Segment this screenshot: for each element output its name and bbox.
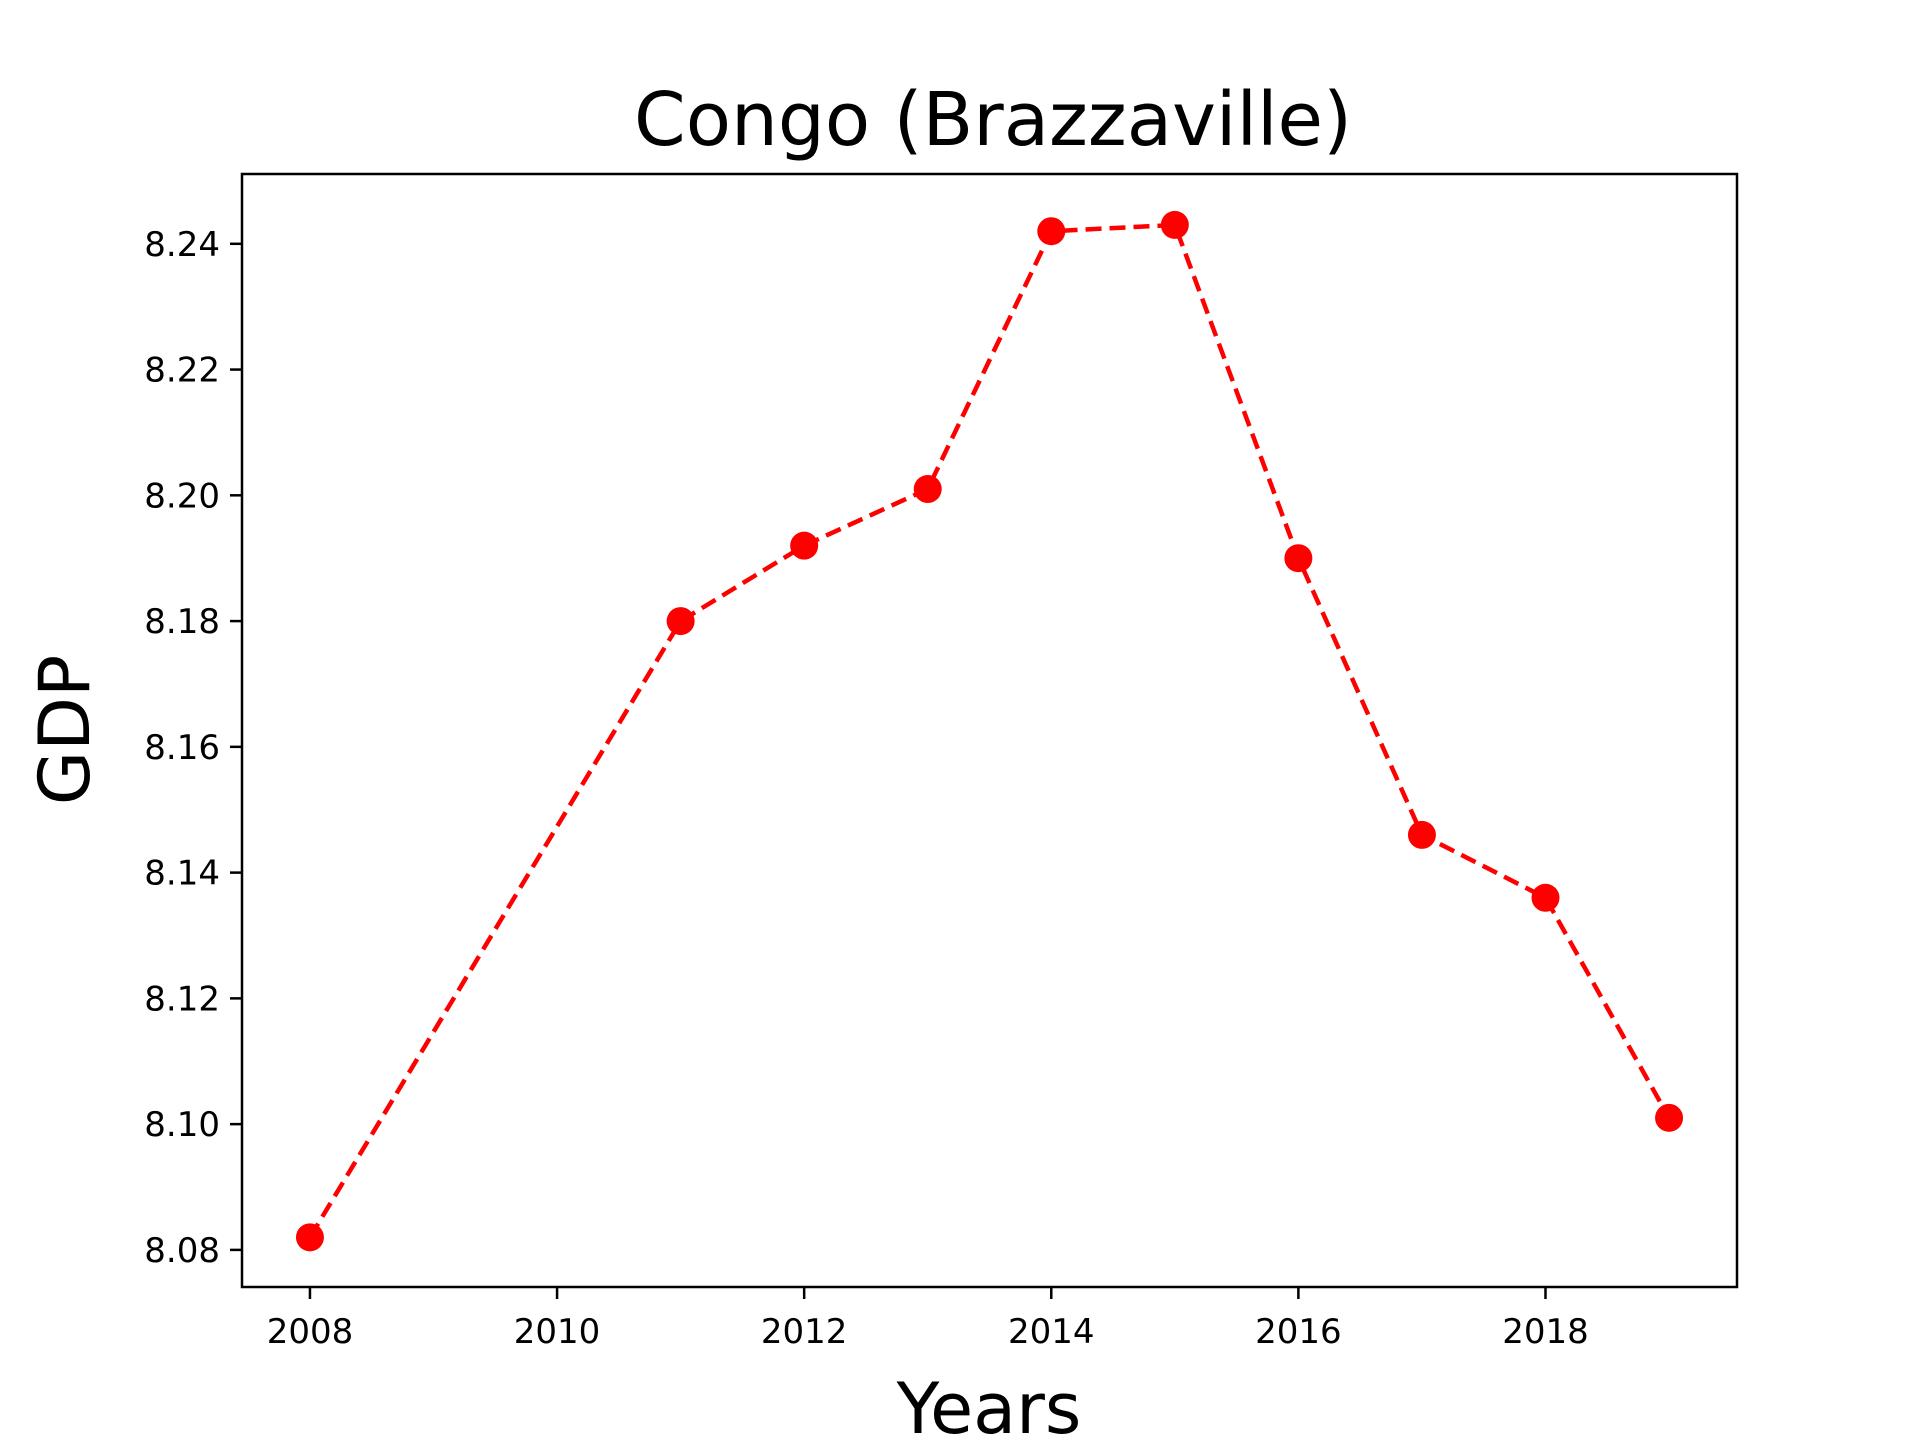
data-point <box>295 1223 324 1252</box>
y-tick-label: 8.20 <box>144 476 220 516</box>
x-tick-label: 2014 <box>1008 1312 1095 1352</box>
y-axis: 8.08 8.10 8.12 8.14 8.16 8.18 8.20 8.22 8.24 <box>144 225 242 1271</box>
series-layer <box>295 210 1684 1252</box>
data-point <box>666 607 695 636</box>
y-tick-label: 8.16 <box>144 728 220 768</box>
x-tick-label: 2012 <box>761 1312 848 1352</box>
y-tick-label: 8.08 <box>144 1231 220 1271</box>
y-tick-label: 8.10 <box>144 1105 220 1145</box>
x-tick-label: 2016 <box>1255 1312 1342 1352</box>
x-tick-label: 2010 <box>514 1312 601 1352</box>
plot-frame <box>240 172 1739 1289</box>
y-tick-label: 8.14 <box>144 854 220 894</box>
x-tick-label: 2008 <box>267 1312 354 1352</box>
data-point <box>1531 883 1560 912</box>
data-point <box>1284 544 1313 573</box>
data-point <box>913 475 942 504</box>
series-line <box>308 222 1672 1239</box>
plot-area: 2008 2010 2012 2014 2016 2018 8.08 8.10 8.12 8.1… <box>144 172 1739 1352</box>
y-axis-label: GDP <box>24 655 106 805</box>
y-tick-label: 8.22 <box>144 351 220 391</box>
y-tick-label: 8.12 <box>144 979 220 1019</box>
chart-title: Congo (Brazzaville) <box>634 77 1352 163</box>
data-point <box>1160 210 1189 239</box>
x-axis-label: Years <box>896 1368 1082 1440</box>
data-point <box>1037 217 1066 246</box>
y-tick-label: 8.18 <box>144 602 220 642</box>
y-tick-label: 8.24 <box>144 225 220 265</box>
x-tick-label: 2018 <box>1502 1312 1589 1352</box>
data-point <box>1655 1103 1684 1132</box>
x-axis: 2008 2010 2012 2014 2016 2018 <box>267 1287 1589 1352</box>
data-point <box>790 531 819 560</box>
data-point <box>1407 820 1436 849</box>
